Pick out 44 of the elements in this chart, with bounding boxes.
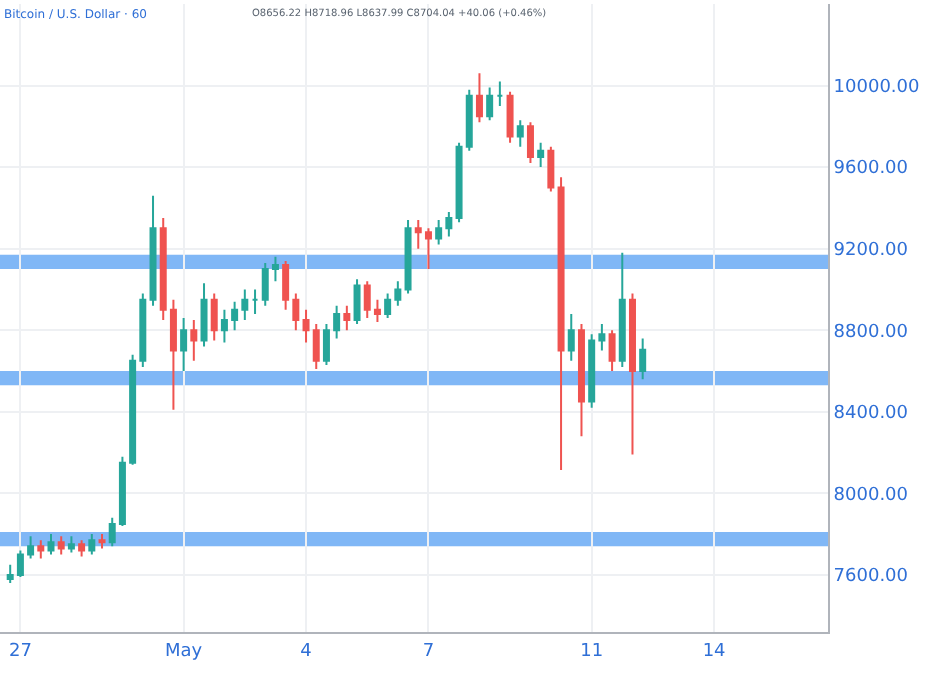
candlestick	[628, 292, 636, 456]
candlestick	[98, 533, 106, 550]
candlestick	[37, 539, 45, 560]
candlestick	[557, 176, 565, 471]
candlestick	[608, 329, 616, 373]
x-tick-label: 11	[580, 641, 604, 662]
candlestick	[343, 304, 351, 332]
y-tick-label: 7600.00	[833, 567, 909, 588]
y-tick-label: 10000.00	[833, 77, 921, 98]
candlestick	[506, 90, 514, 144]
x-tick-label: 14	[702, 641, 727, 662]
candlestick	[404, 219, 412, 295]
candlestick	[67, 535, 75, 554]
candlestick	[496, 80, 504, 107]
candlestick	[190, 319, 198, 362]
candlestick	[618, 251, 626, 368]
y-tick-label: 8400.00	[833, 404, 909, 425]
candlestick	[516, 119, 524, 148]
candlestick	[78, 539, 86, 558]
candlestick	[577, 323, 585, 438]
y-tick-label: 8000.00	[833, 485, 909, 506]
y-tick-label: 8800.00	[833, 322, 909, 343]
candlestick	[47, 533, 55, 556]
x-tick-label: 4	[300, 641, 313, 662]
candlestick	[57, 535, 65, 556]
y-tick-label: 9200.00	[833, 240, 909, 261]
candlestick	[180, 317, 188, 373]
candlestick	[639, 337, 647, 381]
candlestick	[486, 86, 494, 122]
candlestick	[251, 288, 259, 315]
x-tick-label: 7	[422, 641, 435, 662]
candlestick	[547, 145, 555, 193]
candlestick	[149, 194, 157, 307]
y-tick-label: 9600.00	[833, 159, 909, 180]
x-tick-label: May	[165, 641, 204, 662]
candlestick	[200, 282, 208, 348]
candlestick	[475, 72, 483, 124]
x-tick-label: 27	[8, 641, 32, 662]
candlestick	[537, 141, 545, 169]
candlestick	[567, 312, 575, 362]
candlestick	[353, 278, 361, 326]
candlestick	[526, 121, 534, 165]
candlestick	[88, 533, 96, 556]
candlestick	[210, 292, 218, 342]
